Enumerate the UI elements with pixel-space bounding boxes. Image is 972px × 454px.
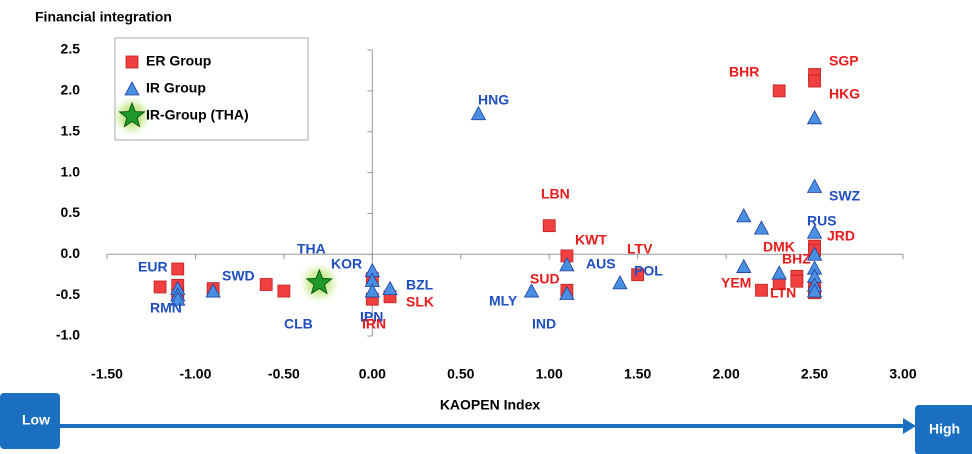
country-label: EUR [138,259,168,275]
y-tick-label: 1.0 [61,163,81,179]
country-label: SGP [829,53,859,69]
ir-point [806,283,823,298]
country-label: MLY [489,293,518,309]
ir-point [806,224,823,239]
series-triangle [170,105,823,306]
legend-box [114,37,309,141]
country-label: CLB [284,316,313,332]
country-label: POL [634,263,663,279]
country-label: RUS [807,213,837,229]
x-tick-label: 2.50 [801,366,828,382]
ir-point [806,109,823,125]
country-label: IPN [360,309,383,325]
x-tick-label: 3.00 [889,366,916,382]
x-axis-title: KAOPEN Index [440,397,541,413]
country-label: YEM [721,275,751,291]
er-point [259,278,273,291]
low-label: Low [22,412,50,428]
legend: ER Group IR Group IR-Group (THA) [114,37,309,141]
country-label: JRD [827,228,855,244]
ir-point [612,275,628,290]
er-point [171,262,185,276]
legend-label: ER Group [146,53,211,69]
country-label: LBN [541,186,570,202]
country-label: SWD [222,268,255,284]
country-label: BZL [406,277,434,293]
country-label: IRN [362,316,386,332]
y-tick-label: 2.5 [61,41,81,57]
y-tick-label: 2.0 [61,82,81,98]
er-point [277,284,291,298]
country-label: KWT [575,232,607,248]
y-axis-title: Financial integration [35,9,172,25]
er-point [772,84,786,98]
country-label: SLK [406,294,434,310]
y-tick-label: 0.0 [61,245,81,261]
low-box [0,393,60,449]
country-label: BHZ [782,251,811,267]
x-tick-label: 2.00 [712,366,739,382]
er-point [755,283,768,297]
ir-point [806,246,823,261]
ir-point [559,285,575,300]
country-label: SWZ [829,188,861,204]
er-point [808,74,821,88]
tha-point [305,268,333,295]
ir-point [736,208,752,223]
country-label: LTN [770,285,796,301]
country-label: KOR [331,256,362,272]
y-tick-label: 1.5 [61,122,81,138]
ir-point [364,283,381,298]
ir-point [382,280,398,296]
er-point [153,280,167,294]
country-label: RMN [150,300,182,316]
y-tick-label: -1.0 [56,327,80,343]
er-point [790,274,804,288]
ir-point [470,105,487,121]
ir-point [806,178,823,193]
ir-point [771,265,787,280]
tha-point [118,101,146,128]
country-label: HKG [829,86,860,102]
y-tick-label: 0.5 [61,204,81,220]
y-tick-label: -0.5 [56,286,80,302]
country-label: SUD [530,271,560,287]
arrow-head [903,418,916,434]
country-label: HNG [478,92,509,108]
high-label: High [929,421,960,437]
x-tick-label: -1.50 [91,366,123,382]
legend-label: IR Group [146,80,206,96]
country-label: LTV [627,241,653,257]
ir-point [523,283,540,298]
high-box [915,405,972,454]
country-label: BHR [729,64,759,80]
ir-point [736,258,752,273]
country-label: IND [532,316,556,332]
series-star [305,268,334,297]
x-tick-label: 0.50 [447,366,474,382]
kaopen-arrow: Low High [0,393,972,454]
x-tick-label: -0.50 [268,366,300,382]
x-tick-label: 0.00 [359,366,386,382]
ir-point [205,283,221,298]
ir-point [753,220,770,235]
x-tick-label: 1.50 [624,366,651,382]
er-point [542,219,556,233]
er-point [125,55,139,69]
ir-point [559,257,575,272]
country-label: AUS [586,256,616,272]
country-label: DMK [763,239,795,255]
x-tick-label: -1.00 [179,366,211,382]
ir-point [124,81,140,96]
ir-point [170,291,186,306]
x-tick-label: 1.00 [536,366,563,382]
er-point [631,268,645,282]
country-label: THA [297,241,326,257]
legend-label: IR-Group (THA) [146,107,249,123]
